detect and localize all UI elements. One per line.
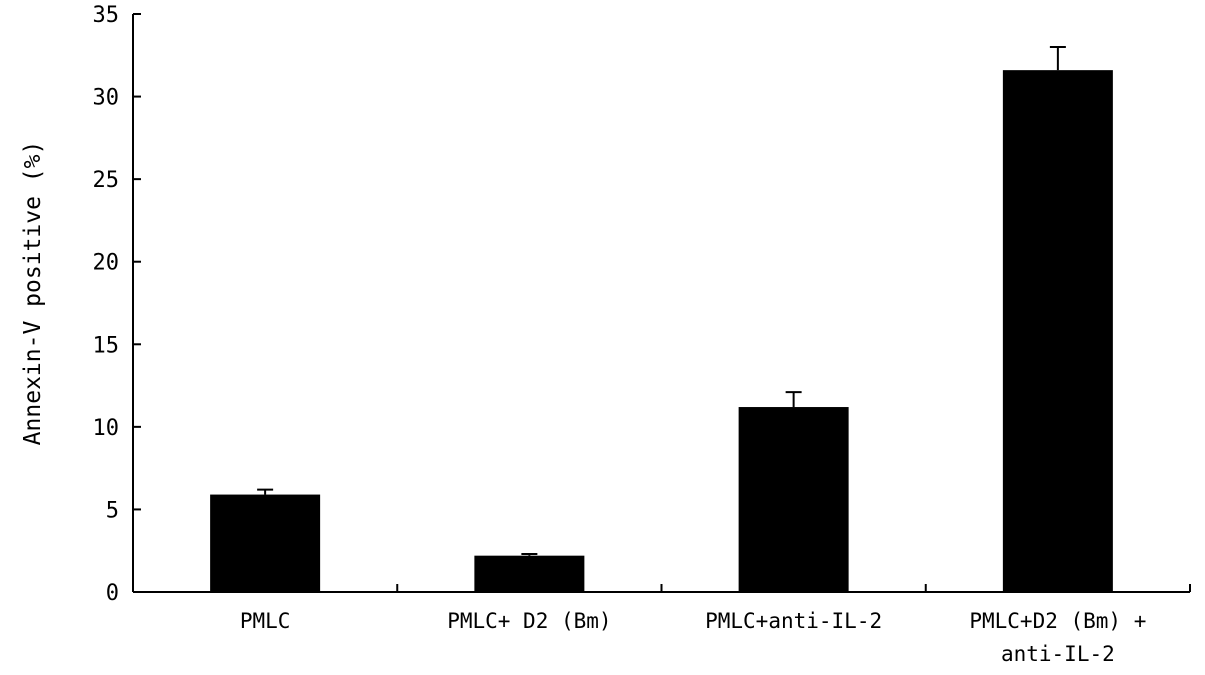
x-category-label: PMLC [240,609,291,633]
bar [738,407,849,592]
axes [132,13,1191,593]
bar [474,555,585,592]
y-tick-label: 10 [93,416,120,441]
bar [1002,70,1113,593]
x-category-label: anti-IL-2 [1001,642,1115,666]
y-tick-label: 5 [106,498,119,523]
labels: 0 5 10 15 20 25 30 35 PMLC PMLC+ D2 (Bm) PMLC+anti… [20,3,1146,666]
y-tick-label: 0 [106,581,119,606]
y-tick-label: 35 [93,3,120,28]
plot-area [210,46,1113,593]
x-category-label: PMLC+D2 (Bm) + [969,609,1146,633]
x-category-label: PMLC+anti-IL-2 [705,609,882,633]
y-tick-label: 30 [93,86,120,111]
y-tick-label: 15 [93,333,120,358]
x-category-label: PMLC+ D2 (Bm) [447,609,611,633]
y-tick-label: 25 [93,168,120,193]
bar [210,494,321,592]
y-tick-label: 20 [93,251,120,276]
y-axis-title: Annexin-V positive (%) [20,141,46,446]
